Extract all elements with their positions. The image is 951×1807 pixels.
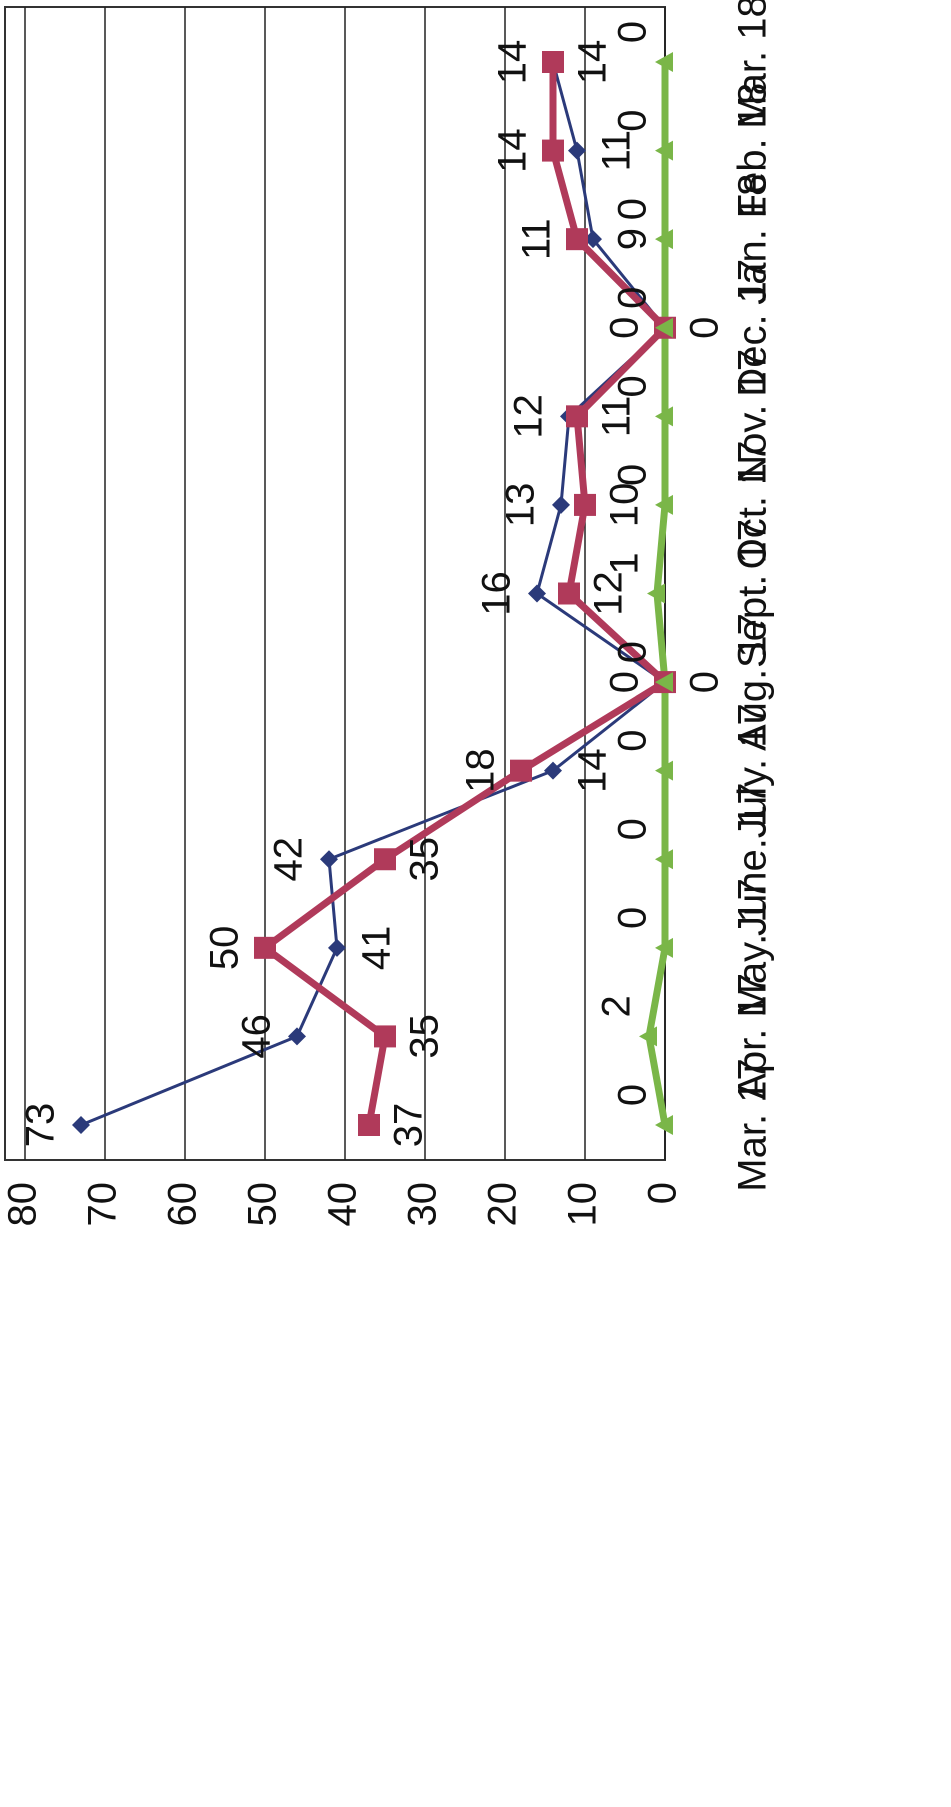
data-label: 0 <box>603 317 647 339</box>
data-label: 0 <box>611 641 655 663</box>
point <box>528 584 546 603</box>
data-label: 35 <box>403 1014 447 1059</box>
y-tick-label: 70 <box>81 1182 125 1227</box>
data-label: 0 <box>611 375 655 397</box>
data-label: 35 <box>403 837 447 882</box>
x-tick-label: Apr. 17 <box>731 973 775 1100</box>
point <box>544 761 562 780</box>
data-label: 11 <box>595 396 639 438</box>
data-label: 0 <box>611 907 655 929</box>
point <box>655 672 673 693</box>
point <box>542 139 564 162</box>
x-tick-label: Aug. 17 <box>731 613 775 751</box>
point <box>655 140 673 161</box>
data-label: 37 <box>387 1103 431 1148</box>
point <box>655 406 673 427</box>
data-label: 0 <box>603 671 647 693</box>
point <box>552 495 570 514</box>
point <box>647 583 665 604</box>
data-label: 0 <box>611 1084 655 1106</box>
point <box>320 850 338 869</box>
point <box>655 229 673 250</box>
data-label: 0 <box>611 198 655 220</box>
x-tick-label: Nov. 17 <box>731 349 775 484</box>
point <box>655 52 673 72</box>
y-tick-label: 20 <box>481 1182 525 1227</box>
data-label: 42 <box>267 837 311 882</box>
point <box>72 1116 90 1134</box>
data-label: 0 <box>683 317 727 339</box>
data-label: 12 <box>587 571 631 616</box>
data-label: 46 <box>235 1014 279 1059</box>
y-tick-label: 50 <box>241 1182 285 1227</box>
x-tick-label: Oct. 17 <box>731 440 775 569</box>
point <box>655 849 673 870</box>
y-tick-label: 80 <box>1 1182 45 1227</box>
y-tick-label: 60 <box>161 1182 205 1227</box>
point <box>655 760 673 781</box>
data-label: 73 <box>19 1103 63 1148</box>
data-label: 0 <box>683 671 727 693</box>
point <box>639 1026 657 1047</box>
point <box>374 1025 396 1048</box>
point <box>358 1114 380 1136</box>
data-label: 0 <box>611 818 655 840</box>
data-label: 0 <box>611 464 655 486</box>
point <box>655 317 673 338</box>
data-label: 14 <box>571 748 615 793</box>
data-label: 14 <box>571 40 615 85</box>
point <box>254 936 276 959</box>
data-label: 2 <box>595 995 639 1017</box>
data-label: 18 <box>459 748 503 793</box>
x-tick-label: Jan. 18 <box>731 174 775 305</box>
data-label: 0 <box>611 21 655 43</box>
x-tick-label: May. 17 <box>731 878 775 1017</box>
y-tick-label: 0 <box>641 1182 685 1204</box>
x-tick-label: Dec. 17 <box>731 259 775 397</box>
data-label: 0 <box>611 109 655 131</box>
x-tick-label: Mar. 17 <box>731 1058 775 1191</box>
data-label: 12 <box>507 394 551 439</box>
point <box>655 494 673 515</box>
x-tick-label: June. 17 <box>731 783 775 936</box>
y-tick-label: 30 <box>401 1182 445 1227</box>
x-tick-label: Sept. 17 <box>731 519 775 668</box>
point <box>542 51 564 73</box>
data-label: 9 <box>611 228 655 250</box>
data-label: 11 <box>515 218 559 260</box>
data-label: 11 <box>595 130 639 172</box>
point <box>288 1027 306 1046</box>
data-label: 1 <box>603 552 647 574</box>
point <box>566 405 588 428</box>
data-label: 0 <box>611 730 655 752</box>
x-tick-label: Mar. 18 <box>731 0 775 129</box>
point <box>374 848 396 871</box>
x-tick-label: Feb. 18 <box>731 83 775 219</box>
data-label: 41 <box>355 926 399 971</box>
point <box>655 1115 673 1135</box>
point <box>584 230 602 249</box>
data-label: 50 <box>203 926 247 971</box>
data-label: 0 <box>611 287 655 309</box>
point <box>328 938 346 957</box>
point <box>568 141 586 160</box>
y-tick-label: 10 <box>561 1182 605 1227</box>
data-label: 16 <box>475 571 519 616</box>
point <box>566 228 588 251</box>
data-label: 14 <box>491 40 535 85</box>
y-tick-label: 40 <box>321 1182 365 1227</box>
point <box>655 937 673 958</box>
data-label: 14 <box>491 128 535 173</box>
data-label: 10 <box>603 483 647 528</box>
point <box>558 582 580 605</box>
x-tick-label: July. 17 <box>731 703 775 838</box>
point <box>574 493 596 516</box>
point <box>510 759 532 782</box>
data-label: 13 <box>499 483 543 528</box>
